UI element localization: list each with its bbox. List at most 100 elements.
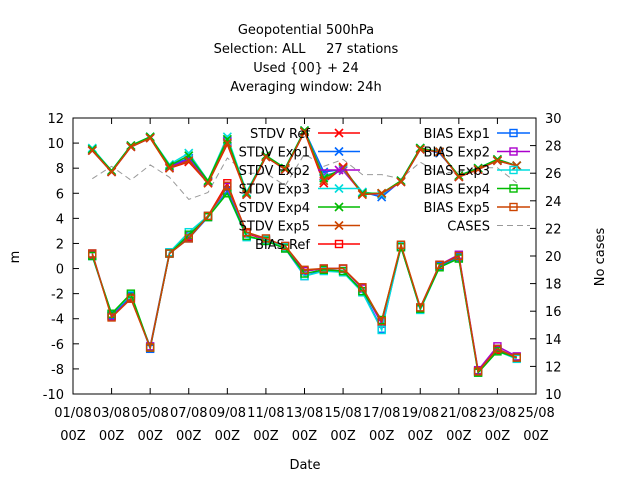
y-axis-label: m (8, 251, 23, 264)
legend-item: STDV Exp3 (239, 183, 360, 198)
legend-item: BIAS Exp5 (424, 201, 530, 216)
series-stdv-exp5 (87, 127, 522, 200)
series-line (91, 189, 518, 374)
legend-item: STDV Ref (250, 127, 360, 142)
x-tick-label-hour: 00Z (330, 429, 356, 444)
legend-item: BIAS Ref (255, 238, 360, 253)
x-tick-label-date: 15/08 (324, 406, 361, 421)
legend-marker (509, 147, 518, 156)
legend-label: BIAS Ref (255, 238, 310, 253)
x-tick-label-hour: 00Z (215, 429, 241, 444)
data-point (222, 138, 232, 148)
data-point (261, 152, 271, 162)
x-tick-label-hour: 00Z (485, 429, 511, 444)
legend-marker (509, 184, 518, 193)
x-tick-label-date: 17/08 (363, 406, 400, 421)
data-point (87, 143, 97, 153)
data-point (164, 163, 175, 173)
x-tick-label-date: 01/08 (54, 406, 91, 421)
x-tick-label-hour: 00Z (60, 429, 86, 444)
y2-tick-label: 24 (545, 195, 562, 210)
data-point (454, 172, 464, 182)
y-tick-label: 2 (56, 237, 64, 252)
data-point (416, 303, 425, 312)
title-line: Geopotential 500hPa (238, 23, 374, 38)
legend-marker (509, 202, 518, 212)
data-point (184, 234, 193, 243)
y-tick-label: 12 (47, 112, 64, 127)
y2-axis-label: No cases (593, 228, 608, 287)
data-point (184, 148, 194, 158)
data-point (107, 313, 116, 322)
data-point (319, 176, 329, 186)
data-point (280, 164, 290, 175)
legend-marker (334, 220, 344, 231)
legend-item: STDV Exp4 (239, 201, 360, 216)
legend-label: BIAS Exp3 (424, 164, 490, 179)
legend-marker (509, 165, 518, 175)
x-tick-label-hour: 00Z (446, 429, 472, 444)
legend-label: STDV Exp2 (239, 164, 310, 179)
x-tick-label-hour: 00Z (99, 429, 125, 444)
legend-marker (334, 165, 344, 175)
legend-marker (509, 128, 518, 138)
x-tick-label-hour: 00Z (253, 429, 279, 444)
legend-item: BIAS Exp2 (424, 146, 530, 161)
y2-tick-label: 22 (545, 222, 562, 237)
data-point (493, 344, 502, 354)
data-point (223, 181, 232, 190)
title-line: Selection: ALL 27 stations (214, 42, 399, 57)
y-tick-label: -10 (43, 388, 64, 403)
data-point (281, 241, 290, 251)
data-point (126, 141, 136, 151)
legend-marker (334, 239, 344, 249)
x-tick-label-date: 13/08 (286, 406, 323, 421)
data-point (396, 240, 406, 249)
legend-label: STDV Exp4 (239, 201, 310, 216)
y2-tick-label: 12 (545, 360, 562, 375)
legend-label: STDV Exp5 (239, 220, 310, 235)
data-point (512, 353, 521, 362)
y-tick-label: 4 (56, 212, 64, 227)
y2-tick-label: 16 (545, 305, 562, 320)
y-tick-label: 10 (47, 137, 64, 152)
legend-label: STDV Exp3 (239, 183, 310, 198)
x-tick-label-hour: 00Z (137, 429, 163, 444)
data-point (512, 161, 522, 171)
data-point (377, 188, 387, 198)
y-tick-label: -4 (51, 313, 64, 328)
x-axis-label: Date (289, 458, 320, 473)
data-point (184, 156, 194, 166)
title-line: Used {00} + 24 (253, 61, 358, 76)
data-point (261, 234, 271, 243)
legend-marker (334, 183, 344, 194)
y2-tick-label: 30 (545, 112, 562, 127)
series-line (91, 184, 518, 374)
y-tick-label: -6 (51, 338, 64, 353)
y2-tick-label: 18 (545, 278, 562, 293)
data-point (377, 317, 386, 326)
data-point (222, 134, 232, 144)
data-point (358, 283, 367, 292)
series-bias-exp5 (88, 181, 521, 376)
data-point (434, 147, 445, 157)
x-tick-label-date: 03/08 (93, 406, 130, 421)
data-point (203, 211, 213, 221)
data-point (126, 289, 136, 298)
legend-label: STDV Ref (250, 127, 310, 142)
y2-tick-label: 26 (545, 167, 562, 182)
title-line: Averaging window: 24h (230, 80, 382, 95)
legend-marker (334, 128, 344, 138)
data-point (126, 142, 136, 152)
legend-item: STDV Exp5 (239, 220, 360, 235)
legend-label: BIAS Exp1 (424, 127, 490, 142)
chart-title: Geopotential 500hPa Selection: ALL 27 sta… (214, 23, 399, 95)
legend-marker (334, 202, 344, 212)
data-point (242, 227, 251, 237)
y-tick-label: -2 (51, 288, 64, 303)
legend-item: STDV Exp1 (239, 146, 360, 161)
data-point (454, 251, 464, 261)
x-tick-label-date: 25/08 (517, 406, 554, 421)
data-point (126, 294, 136, 303)
data-point (145, 343, 155, 352)
